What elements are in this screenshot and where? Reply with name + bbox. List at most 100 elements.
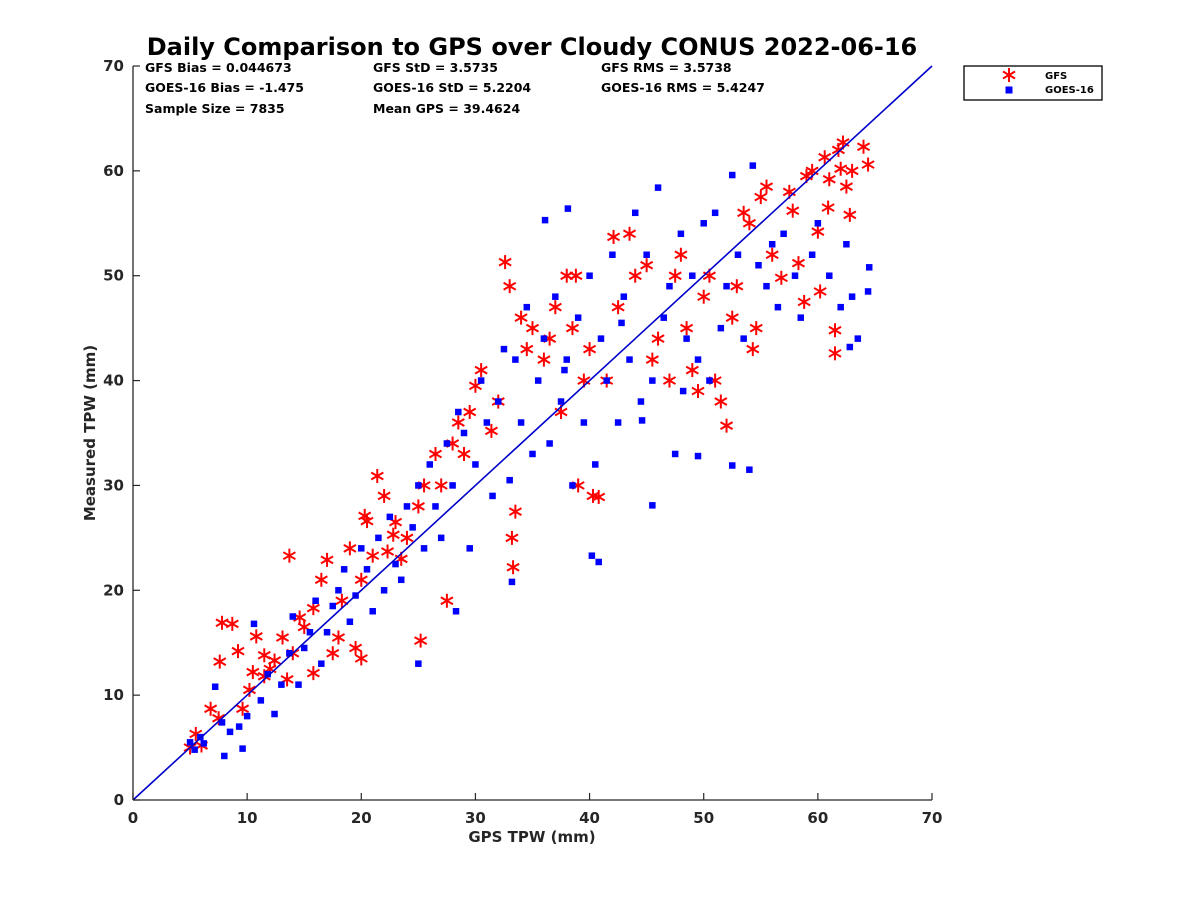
gfs-point — [569, 268, 583, 283]
goes-16-point — [649, 502, 656, 509]
gfs-point — [640, 258, 654, 273]
goes-16-point — [588, 552, 596, 559]
goes-16-point — [780, 230, 787, 238]
goes-16-point — [358, 545, 365, 552]
goes-16-point — [729, 462, 736, 469]
goes-16-point — [392, 560, 399, 568]
goes-16-point — [426, 461, 434, 468]
x-tick-label: 20 — [351, 809, 372, 827]
gfs-point — [651, 331, 665, 346]
goes-16-point — [250, 620, 258, 628]
gfs-point — [484, 423, 498, 438]
gfs-point — [225, 616, 239, 631]
gfs-point — [506, 560, 520, 575]
gfs-point — [834, 161, 848, 176]
gfs-point — [386, 527, 400, 542]
gfs-point — [583, 342, 597, 357]
gfs-point — [662, 373, 677, 388]
gfs-point — [204, 701, 218, 716]
y-tick-label: 20 — [103, 581, 124, 599]
gfs-point — [428, 446, 443, 461]
goes-16-point — [755, 261, 762, 269]
gfs-point — [320, 552, 334, 567]
goes-16-point — [854, 335, 862, 342]
goes-16-point — [380, 587, 388, 594]
goes-16-point — [791, 272, 799, 279]
y-tick-label: 30 — [103, 476, 124, 494]
gfs-point — [645, 352, 659, 367]
gfs-point — [213, 654, 227, 669]
goes-16-point — [717, 324, 725, 332]
gfs-point — [861, 157, 875, 172]
gfs-point — [818, 150, 832, 165]
stat-gfs-bias: GFS Bias = 0.044673 — [145, 60, 292, 75]
goes-16-point — [271, 710, 278, 718]
gfs-point — [754, 190, 768, 205]
goes-16-point — [768, 241, 776, 248]
gfs-point — [622, 226, 637, 241]
goes-16-point — [580, 419, 588, 426]
goes-16-point — [289, 613, 297, 620]
goes-16-point — [700, 220, 707, 227]
legend-gfs-label: GFS — [1045, 71, 1067, 82]
goes-16-point — [295, 681, 302, 688]
gfs-point — [414, 633, 428, 648]
goes-16-point — [443, 440, 451, 447]
gfs-point — [520, 342, 534, 357]
goes-16-point — [843, 241, 850, 248]
goes-16-point — [557, 398, 565, 405]
goes-16-point — [508, 578, 516, 586]
goes-16-point — [638, 417, 646, 424]
goes-16-point — [846, 343, 854, 351]
gfs-point — [749, 321, 763, 336]
gfs-point — [719, 418, 734, 433]
goes-16-point — [848, 293, 856, 300]
gfs-point — [548, 300, 562, 315]
legend-gfs-marker — [1002, 68, 1016, 82]
goes-16-point — [774, 303, 782, 311]
gfs-series — [183, 135, 875, 755]
goes-16-point — [723, 282, 730, 290]
gfs-point — [737, 205, 751, 220]
x-axis-ticks: 0 10 20 30 40 50 60 70 — [128, 793, 942, 827]
goes-16-point — [312, 597, 319, 605]
goes-16-point — [763, 282, 770, 290]
one-to-one-line — [132, 65, 933, 801]
y-tick-label: 60 — [103, 162, 124, 180]
goes-16-point — [586, 272, 593, 279]
x-tick-label: 50 — [693, 809, 714, 827]
goes-16-point — [540, 335, 548, 342]
goes-16-point — [397, 576, 405, 584]
legend-goes-16-marker — [1005, 86, 1013, 94]
goes-16-point — [506, 476, 513, 484]
goes-16-point — [409, 524, 416, 531]
gfs-point — [249, 629, 263, 644]
goes-16-point — [403, 503, 411, 510]
goes-16-point — [694, 452, 702, 460]
stat-goes-rms: GOES-16 RMS = 5.4247 — [601, 80, 765, 95]
gfs-point — [765, 247, 779, 262]
goes-16-point — [420, 545, 428, 552]
gfs-point — [335, 593, 349, 608]
goes-16-point — [455, 408, 462, 416]
goes-16-point — [437, 534, 445, 542]
gfs-point — [811, 224, 825, 239]
goes-16-point — [523, 303, 531, 311]
gfs-point — [514, 310, 528, 325]
goes-16-point — [226, 728, 234, 736]
goes-16-point — [500, 345, 508, 353]
goes-16-point — [711, 209, 719, 217]
gfs-point — [411, 499, 425, 514]
goes-16-point — [221, 752, 228, 760]
gfs-point — [377, 488, 391, 503]
y-tick-label: 10 — [103, 686, 124, 704]
gfs-point — [746, 342, 760, 357]
goes-16-point — [239, 745, 246, 752]
goes-16-point — [660, 314, 668, 321]
goes-16-point — [597, 335, 605, 342]
gfs-point — [451, 415, 465, 430]
gfs-point — [331, 630, 346, 645]
goes-16-point — [452, 608, 460, 615]
goes-16-point — [286, 649, 293, 657]
